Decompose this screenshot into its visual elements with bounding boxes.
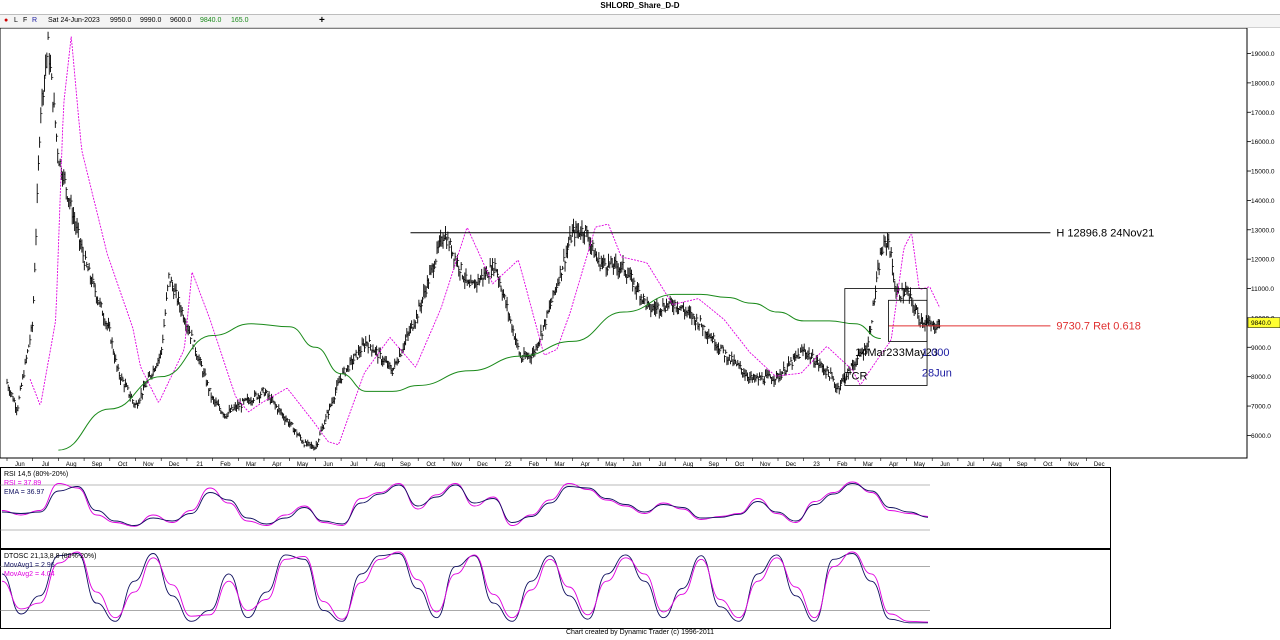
bar-high: 9990.0 xyxy=(140,17,162,24)
ema-fast-line xyxy=(29,36,941,446)
y-tick-label: 12000.0 xyxy=(1251,257,1275,264)
x-tick-label: Dec xyxy=(477,462,488,468)
x-tick-label: Aug xyxy=(66,462,77,468)
annotation-hline-label: H 12896.8 24Nov21 xyxy=(1056,227,1154,239)
x-tick-label: Jul xyxy=(659,462,667,468)
x-tick-label: Sep xyxy=(400,462,411,468)
dtosc-panel: DTOSC 21,13,8,8 (80%-20%) MovAvg1 = 2.96 M… xyxy=(0,549,1111,629)
x-tick-label: 21 xyxy=(196,462,203,468)
x-tick-label: Oct xyxy=(118,462,128,468)
bar-date: Sat 24-Jun-2023 xyxy=(48,17,100,24)
y-tick-label: 14000.0 xyxy=(1251,198,1275,205)
x-tick-label: Feb xyxy=(220,462,231,468)
x-tick-label: May xyxy=(605,462,616,468)
y-tick-label: 15000.0 xyxy=(1251,169,1275,176)
osc-series-rsi xyxy=(1,481,929,527)
x-tick-label: Jul xyxy=(42,462,50,468)
bar-low: 9600.0 xyxy=(170,17,192,24)
x-tick-label: Sep xyxy=(1017,462,1028,468)
x-tick-label: Jul xyxy=(350,462,358,468)
x-tick-label: Aug xyxy=(683,462,694,468)
x-tick-label: Jun xyxy=(632,462,642,468)
ma-slow-line xyxy=(58,293,881,451)
y-tick-label: 7000.0 xyxy=(1251,404,1271,411)
x-tick-label: Oct xyxy=(1043,462,1053,468)
annotation-text: TCR xyxy=(845,371,868,383)
annotation-text: 28Jun xyxy=(922,368,952,380)
x-tick-label: Feb xyxy=(529,462,540,468)
x-tick-label: May xyxy=(914,462,925,468)
bar-change: 165.0 xyxy=(231,17,249,24)
chart-title: SHLORD_Share_D-D xyxy=(600,1,680,10)
x-tick-label: Mar xyxy=(863,462,873,468)
x-tick-label: Mar xyxy=(554,462,564,468)
osc-legend-entry: MovAvg2 = 4.04 xyxy=(4,571,55,578)
osc-legend-entry: RSI 14,5 (80%-20%) xyxy=(4,471,68,478)
osc-frame xyxy=(0,549,1111,629)
x-tick-label: Nov xyxy=(451,462,462,468)
price-frame xyxy=(0,28,1248,459)
y-tick-label: 11000.0 xyxy=(1251,286,1274,293)
x-tick-label: Oct xyxy=(735,462,745,468)
last-price-tag-bg xyxy=(1247,317,1280,328)
y-tick-label: 8000.0 xyxy=(1251,374,1271,381)
y-tick-label: 13000.0 xyxy=(1251,227,1275,234)
x-tick-label: May xyxy=(297,462,308,468)
x-tick-label: Nov xyxy=(143,462,154,468)
x-tick-label: Jun xyxy=(323,462,333,468)
y-tick-label: 17000.0 xyxy=(1251,110,1275,117)
osc-legend-entry: DTOSC 21,13,8,8 (80%-20%) xyxy=(4,553,96,560)
x-tick-label: Feb xyxy=(837,462,848,468)
osc-frame xyxy=(0,467,1111,549)
x-tick-label: 23 xyxy=(813,462,820,468)
x-tick-label: Jun xyxy=(940,462,950,468)
x-tick-label: Apr xyxy=(581,462,590,468)
x-tick-label: Apr xyxy=(272,462,281,468)
info-bar: ● L F R Sat 24-Jun-2023 9950.0 9990.0 96… xyxy=(0,15,1280,28)
x-tick-label: Jun xyxy=(15,462,25,468)
annotation-box xyxy=(888,299,928,342)
annotation-text: 14Mar23 xyxy=(855,347,898,359)
osc-legend-entry: EMA = 36.97 xyxy=(4,489,44,496)
bullet-icon: ● xyxy=(4,17,9,24)
osc-series-ema xyxy=(1,483,929,526)
bar-open: 9950.0 xyxy=(110,17,132,24)
x-tick-label: Apr xyxy=(889,462,898,468)
x-tick-label: Sep xyxy=(708,462,719,468)
x-tick-label: Dec xyxy=(169,462,180,468)
f-button[interactable]: F xyxy=(23,17,28,24)
x-tick-label: Jul xyxy=(967,462,975,468)
osc-series-movavg2 xyxy=(1,551,929,623)
osc-series-movavg1 xyxy=(1,553,928,624)
x-tick-label: Dec xyxy=(786,462,797,468)
footer-credit: Chart created by Dynamic Trader (c) 1996… xyxy=(565,629,715,636)
plus-icon[interactable]: + xyxy=(319,15,325,26)
r-button[interactable]: R xyxy=(32,17,38,24)
y-tick-label: 6000.0 xyxy=(1251,433,1271,440)
osc-legend-entry: RSI = 37.89 xyxy=(4,480,41,487)
y-tick-label: 16000.0 xyxy=(1251,139,1275,146)
x-tick-label: Aug xyxy=(374,462,385,468)
y-tick-label: 18000.0 xyxy=(1251,80,1275,87)
annotation-hline-label: 9730.7 Ret 0.618 xyxy=(1056,320,1140,332)
y-tick-label: 9000.0 xyxy=(1251,345,1271,352)
x-tick-label: Mar xyxy=(246,462,256,468)
annotation-text: 1.000 xyxy=(922,347,950,359)
x-tick-label: Oct xyxy=(426,462,436,468)
bar-close: 9840.0 xyxy=(200,17,222,24)
title-bar: SHLORD_Share_D-D xyxy=(0,0,1280,15)
x-tick-label: Sep xyxy=(92,462,103,468)
price-panel: 19000.0 18000.0 17000.0 16000.0 15000.0 14000… xyxy=(0,28,1280,468)
osc-legend-entry: MovAvg1 = 2.96 xyxy=(4,562,55,569)
x-tick-label: Nov xyxy=(1068,462,1079,468)
rsi-panel: RSI 14,5 (80%-20%) RSI = 37.89 EMA = 36.97 xyxy=(0,467,1111,549)
x-tick-label: Aug xyxy=(991,462,1002,468)
x-tick-label: 22 xyxy=(505,462,512,468)
x-tick-label: Nov xyxy=(760,462,771,468)
annotation-text: 3May23 xyxy=(899,347,938,359)
x-tick-label: Dec xyxy=(1094,462,1105,468)
y-tick-label: 19000.0 xyxy=(1251,51,1275,58)
last-price-tag: 9840.0 xyxy=(1251,320,1271,327)
l-button[interactable]: L xyxy=(14,17,18,24)
